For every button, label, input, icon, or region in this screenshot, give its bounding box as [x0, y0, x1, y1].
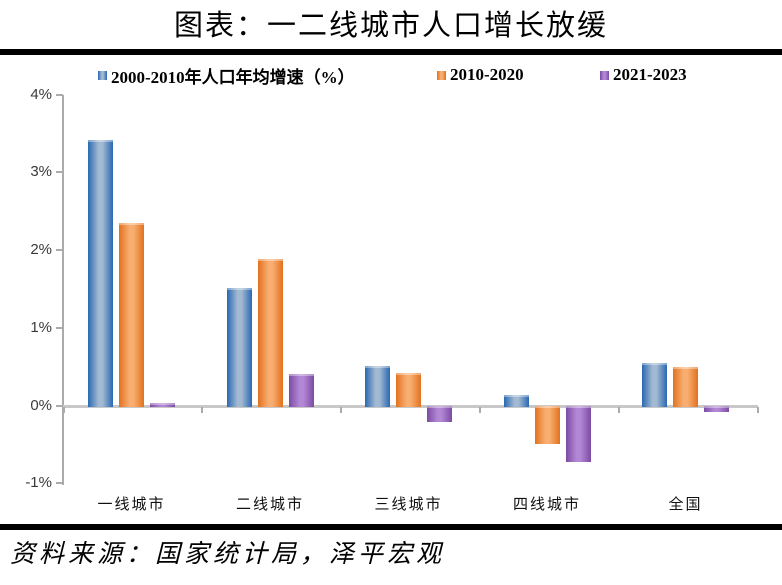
- x-axis-category-label: 一线城市: [97, 497, 166, 513]
- bar-s1-c3: [534, 406, 560, 445]
- legend-item-2: 2021-2023: [600, 63, 687, 87]
- bar-s0-c3: [503, 395, 529, 407]
- chart-title: 图表：一二线城市人口增长放缓: [173, 10, 608, 42]
- y-axis-tick-label: 4%: [30, 85, 52, 103]
- x-axis-category-label: 三线城市: [374, 497, 443, 513]
- bar-s0-c2: [365, 365, 390, 407]
- legend-swatch-icon: [600, 70, 609, 80]
- source-note: 资料来源：国家统计局，泽平宏观: [10, 541, 446, 568]
- bar-s1-c1: [257, 258, 283, 407]
- y-axis-tick-label: 1%: [30, 318, 52, 336]
- legend-swatch-icon: [437, 70, 446, 80]
- top-divider: [0, 49, 782, 55]
- bottom-divider: [0, 524, 782, 530]
- y-axis-tick: [56, 249, 63, 252]
- bar-s1-c2: [396, 372, 421, 407]
- y-axis-tick-label: 2%: [30, 241, 52, 259]
- y-axis-tick-label: -1%: [25, 474, 52, 492]
- legend-item-1: 2010-2020: [437, 63, 524, 87]
- bar-s2-c3: [565, 406, 591, 462]
- x-axis-tick: [63, 407, 65, 413]
- bar-s2-c1: [288, 374, 314, 407]
- y-axis-tick: [56, 326, 63, 329]
- y-axis-tick-label: 3%: [30, 163, 52, 181]
- bar-s2-c0: [150, 403, 175, 407]
- legend-swatch-icon: [98, 70, 107, 80]
- y-axis-tick-label: 0%: [30, 396, 52, 414]
- x-axis-tick: [339, 407, 342, 413]
- bar-s0-c0: [88, 140, 113, 407]
- y-axis-line: [62, 95, 64, 485]
- bar-s2-c2: [427, 406, 452, 423]
- x-axis-tick: [200, 407, 203, 413]
- bar-s0-c4: [642, 362, 667, 407]
- legend-item-0: 2000-2010年人口年均增速（%）: [98, 63, 355, 87]
- bar-s0-c1: [226, 288, 252, 407]
- y-axis-tick: [56, 171, 63, 174]
- legend-series-label: 2010-2020: [450, 65, 524, 84]
- x-axis-tick: [478, 407, 481, 413]
- legend-series-label: 2021-2023: [613, 65, 687, 84]
- y-axis-tick: [56, 404, 63, 407]
- y-axis-tick: [56, 93, 63, 96]
- legend-series-label: 2000-2010年人口年均增速（%）: [111, 67, 355, 87]
- bar-s1-c0: [119, 222, 144, 407]
- x-axis-tick: [617, 407, 620, 413]
- x-axis-tick: [756, 407, 759, 413]
- x-axis-category-label: 四线城市: [512, 497, 581, 513]
- x-axis-category-label: 全国: [668, 497, 703, 513]
- x-axis-category-label: 二线城市: [235, 497, 304, 513]
- bar-s2-c4: [704, 406, 729, 413]
- bar-s1-c4: [673, 366, 698, 407]
- y-axis-tick: [56, 482, 63, 485]
